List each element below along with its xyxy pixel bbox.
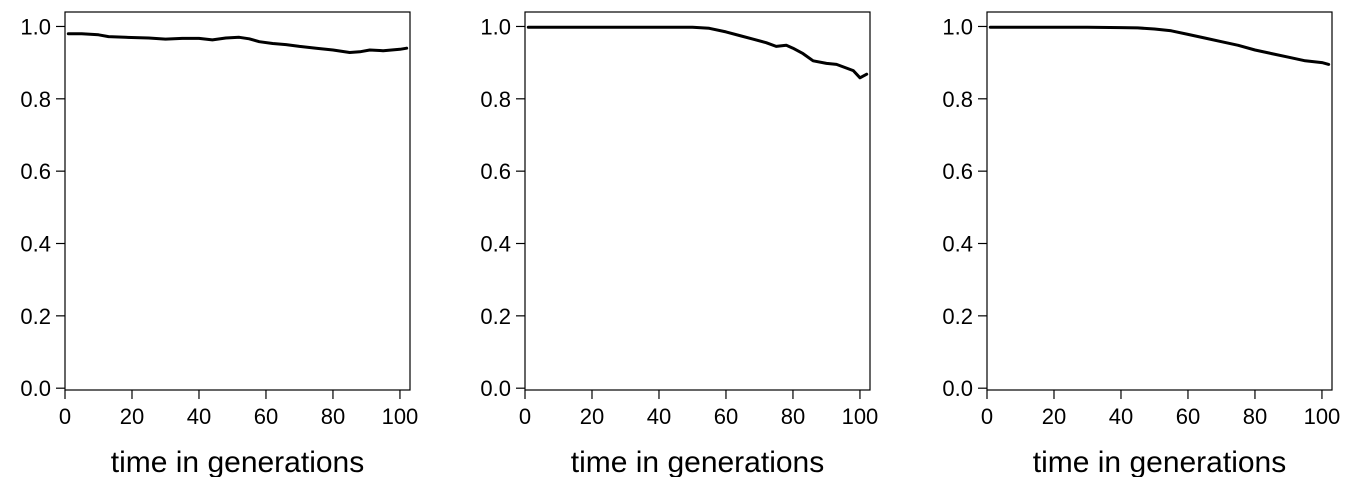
y-tick-label: 0.0 xyxy=(942,376,973,401)
y-tick-label: 0.6 xyxy=(942,159,973,184)
plot-frame xyxy=(524,11,871,391)
y-tick-label: 0.6 xyxy=(20,159,51,184)
y-tick-label: 0.4 xyxy=(480,232,511,257)
x-tick-label: 20 xyxy=(120,404,144,429)
x-tick-label: 0 xyxy=(519,404,531,429)
x-tick-label: 100 xyxy=(842,404,879,429)
x-tick-label: 0 xyxy=(981,404,993,429)
y-tick-label: 0.2 xyxy=(480,304,511,329)
chart-panel-1: 0.0 0.2 0.4 0.6 0.8 1.0 0 20 40 60 80 100 time in ge… xyxy=(20,11,419,477)
y-tick-label: 0.8 xyxy=(942,87,973,112)
chart-panel-2: 0.0 0.2 0.4 0.6 0.8 1.0 0 20 40 60 80 100 time in ge… xyxy=(480,11,879,477)
series-line xyxy=(526,25,869,80)
y-tick-label: 0.0 xyxy=(480,376,511,401)
y-tick-label: 0.4 xyxy=(20,232,51,257)
x-tick-label: 20 xyxy=(1042,404,1066,429)
x-axis-label: time in generations xyxy=(571,446,824,477)
plot-frame xyxy=(64,11,411,391)
y-tick-label: 1.0 xyxy=(942,14,973,39)
x-tick-label: 80 xyxy=(781,404,805,429)
plot-frame xyxy=(986,11,1333,391)
y-tick-label: 0.2 xyxy=(942,304,973,329)
chart-panel-3: 0.0 0.2 0.4 0.6 0.8 1.0 0 20 40 60 80 100 time in ge… xyxy=(942,11,1341,477)
x-tick-label: 60 xyxy=(714,404,738,429)
x-tick-label: 40 xyxy=(1109,404,1133,429)
y-tick-label: 1.0 xyxy=(480,14,511,39)
y-tick-label: 0.4 xyxy=(942,232,973,257)
x-tick-label: 0 xyxy=(59,404,71,429)
x-tick-label: 60 xyxy=(254,404,278,429)
x-tick-label: 100 xyxy=(1304,404,1341,429)
x-tick-label: 60 xyxy=(1176,404,1200,429)
series-line xyxy=(66,32,409,54)
x-tick-label: 40 xyxy=(187,404,211,429)
x-tick-label: 40 xyxy=(647,404,671,429)
x-axis-label: time in generations xyxy=(1033,446,1286,477)
y-tick-label: 0.8 xyxy=(480,87,511,112)
y-tick-label: 0.2 xyxy=(20,304,51,329)
y-tick-label: 0.6 xyxy=(480,159,511,184)
y-tick-label: 0.0 xyxy=(20,376,51,401)
y-tick-label: 0.8 xyxy=(20,87,51,112)
series-line xyxy=(988,25,1331,66)
x-tick-label: 80 xyxy=(321,404,345,429)
x-tick-label: 20 xyxy=(580,404,604,429)
y-tick-label: 1.0 xyxy=(20,14,51,39)
x-axis-label: time in generations xyxy=(111,446,364,477)
x-tick-label: 80 xyxy=(1243,404,1267,429)
x-tick-label: 100 xyxy=(382,404,419,429)
